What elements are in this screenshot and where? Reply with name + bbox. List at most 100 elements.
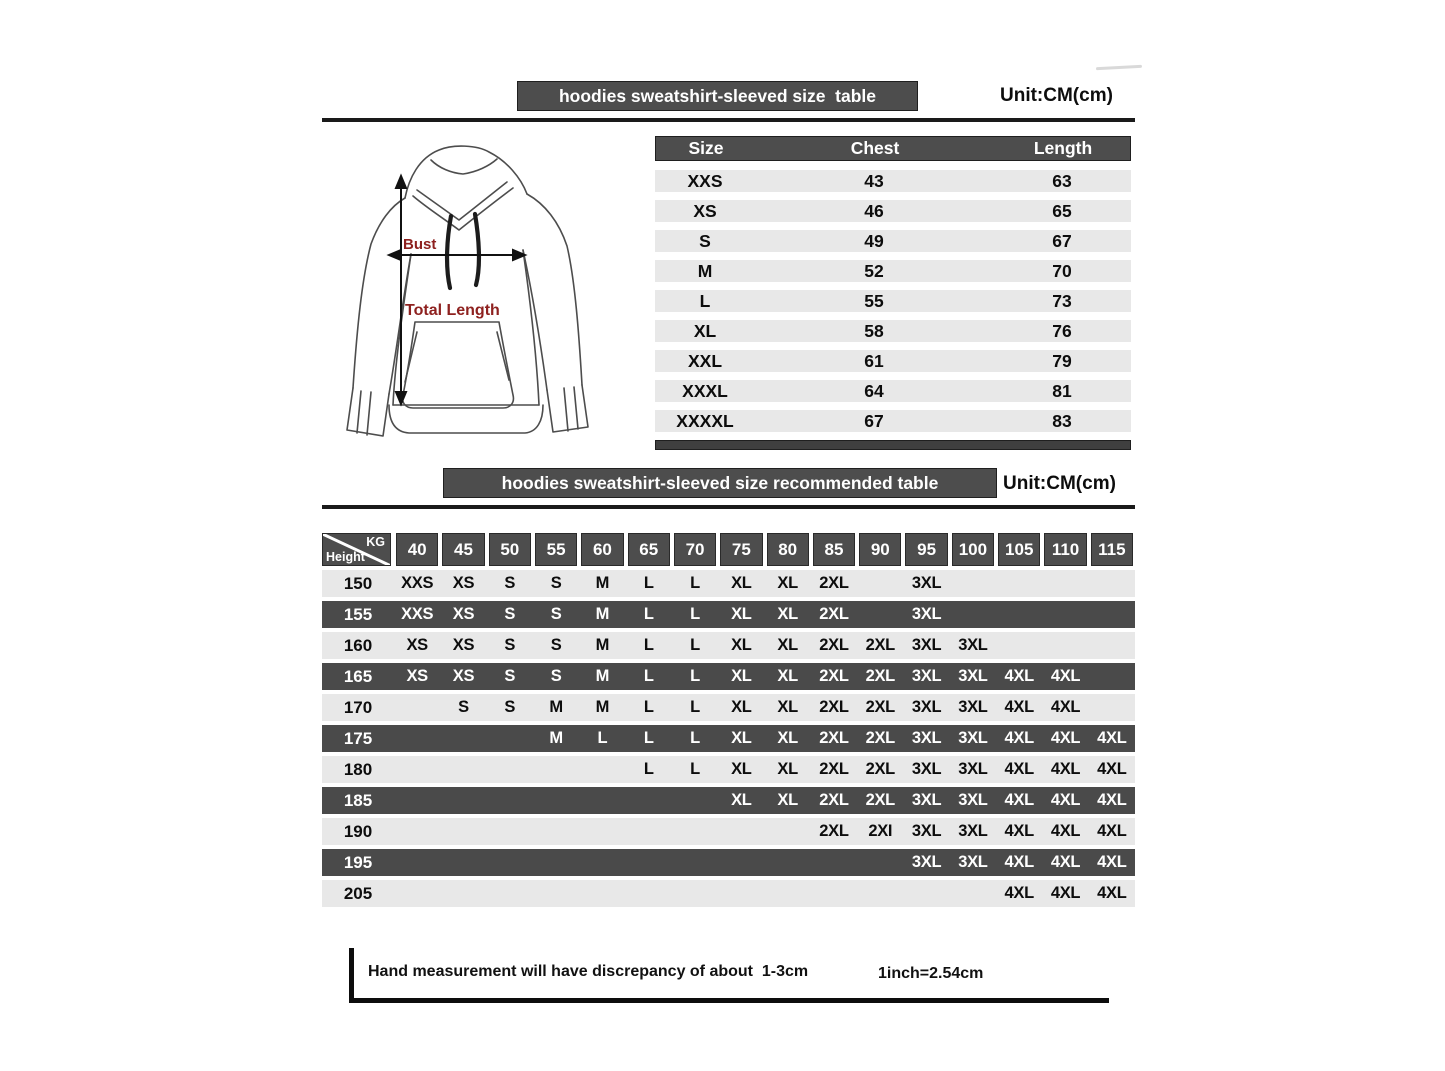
- weight-header-cell: 45: [442, 533, 485, 566]
- chest-cell: 67: [864, 410, 884, 431]
- size-recommendation-cell: L: [690, 698, 700, 716]
- size-recommendation-cell: L: [643, 605, 654, 623]
- hem-band: [388, 404, 544, 434]
- size-table-row: S 49 67: [655, 230, 1131, 252]
- size-recommendation-cell: 3XL: [911, 853, 942, 871]
- size-recommendation-cell: 3XL: [958, 698, 988, 716]
- size-recommendation-cell: 4XL: [1004, 667, 1035, 685]
- chest-column-header: Chest: [850, 138, 900, 158]
- size-table-row: M 52 70: [655, 260, 1131, 282]
- size-recommendation-cell: S: [550, 636, 562, 654]
- recommended-table-row: 170 S S M M L L XL XL 2XL 2XL 3XL 3XL 4XL 4XL: [322, 694, 1135, 721]
- chest-cell: 46: [864, 200, 884, 221]
- size-recommendation-cell: S: [504, 636, 516, 654]
- left-cuff-rib: [356, 390, 372, 436]
- size-recommendation-cell: XL: [731, 760, 752, 778]
- right-torso-seam: [522, 249, 540, 406]
- size-recommendation-cell: 2XL: [819, 605, 849, 623]
- recommended-table-body: 150 XXS XS S S M L L XL XL 2XL 3XL 155 XXS XS S S M L L XL XL…: [322, 570, 1135, 907]
- size-recommendation-cell: L: [643, 574, 654, 592]
- size-recommendation-cell: 4XL: [1004, 884, 1035, 902]
- weight-header-cell: 110: [1044, 533, 1087, 566]
- size-table-row: L 55 73: [655, 290, 1131, 312]
- size-recommendation-cell: 2XL: [865, 698, 896, 716]
- size-recommendation-cell: 4XL: [1050, 760, 1081, 778]
- size-recommendation-cell: 3XL: [958, 822, 988, 840]
- size-recommendation-cell: XL: [731, 574, 752, 592]
- hood-outline: [404, 145, 528, 199]
- size-table-title-bar: hoodies sweatshirt-sleeved size table: [517, 81, 918, 111]
- hoodie-measurement-diagram: Bust Total Length: [346, 145, 589, 437]
- footer-bracket-horizontal: [349, 998, 1109, 1003]
- size-recommendation-cell: 2XL: [865, 791, 896, 809]
- size-recommendation-cell: 4XL: [1050, 791, 1081, 809]
- recommended-table-row: 160 XS XS S S M L L XL XL 2XL 2XL 3XL 3XL: [322, 632, 1135, 659]
- size-recommendation-cell: 3XL: [911, 822, 942, 840]
- height-row-label: 195: [343, 852, 373, 872]
- pocket-hand-opening-lines: [404, 331, 510, 383]
- hood-inner-line: [430, 158, 498, 175]
- chest-cell: 52: [864, 260, 884, 281]
- chest-cell: 43: [864, 170, 884, 191]
- weight-header-cell: 75: [720, 533, 763, 566]
- size-recommendation-cell: 4XL: [1097, 884, 1127, 902]
- size-cell: S: [699, 230, 711, 251]
- size-recommendation-cell: XL: [731, 605, 752, 623]
- size-table: Size Chest Length XXS 43 63 XS 46 65 S 49 67 M 52 7…: [655, 136, 1131, 450]
- size-cell: XL: [693, 320, 717, 341]
- size-table-row: XS 46 65: [655, 200, 1131, 222]
- size-table-row: XXXXL 67 83: [655, 410, 1131, 432]
- size-recommendation-cell: XL: [731, 791, 752, 809]
- size-table-body: XXS 43 63 XS 46 65 S 49 67 M 52 70 L 55 73 XL 58 76 XXL 61 7…: [655, 170, 1131, 432]
- size-recommendation-cell: XS: [452, 574, 475, 592]
- size-recommendation-cell: XXS: [401, 605, 434, 623]
- size-recommendation-cell: 3XL: [911, 667, 942, 685]
- size-recommendation-cell: S: [504, 667, 516, 685]
- size-cell: M: [697, 260, 713, 281]
- size-recommendation-cell: 4XL: [1097, 791, 1127, 809]
- left-sleeve-outline: [352, 197, 406, 389]
- chest-cell: 58: [864, 320, 884, 341]
- size-recommendation-cell: 2XL: [865, 636, 896, 654]
- size-recommendation-cell: L: [690, 729, 700, 747]
- hood-fold-line: [412, 187, 514, 231]
- size-recommendation-cell: 4XL: [1097, 822, 1127, 840]
- chest-cell: 55: [864, 290, 884, 311]
- size-recommendation-cell: M: [595, 667, 610, 685]
- height-row-label: 170: [343, 697, 373, 717]
- size-recommendation-cell: S: [550, 574, 562, 592]
- recommended-table-row: 165 XS XS S S M L L XL XL 2XL 2XL 3XL 3XL 4XL 4XL: [322, 663, 1135, 690]
- size-recommendation-cell: XXS: [401, 574, 434, 592]
- recommended-table-row: 175 M L L L XL XL 2XL 2XL 3XL 3XL 4XL 4XL 4XL: [322, 725, 1135, 752]
- height-corner-label: Height: [326, 550, 365, 564]
- length-cell: 83: [1052, 410, 1072, 431]
- size-table-row: XL 58 76: [655, 320, 1131, 342]
- size-cell: XXL: [687, 350, 723, 371]
- left-drawstring: [444, 213, 454, 291]
- size-recommendation-cell: 2XI: [868, 822, 893, 840]
- size-recommendation-cell: L: [643, 667, 654, 685]
- size-recommendation-cell: XS: [452, 636, 475, 654]
- bust-arrowhead-right: [512, 248, 528, 262]
- chest-cell: 61: [864, 350, 884, 371]
- size-table-end-bar: [655, 440, 1131, 450]
- size-recommendation-cell: XL: [777, 698, 798, 716]
- size-recommendation-cell: L: [690, 760, 700, 778]
- right-cuff-rib: [563, 386, 579, 432]
- size-column-header: Size: [688, 138, 724, 158]
- size-recommendation-cell: XL: [731, 729, 752, 747]
- right-sleeve-outline: [526, 193, 583, 386]
- size-recommendation-cell: L: [643, 636, 654, 654]
- size-recommendation-cell: 4XL: [1097, 853, 1127, 871]
- size-recommendation-cell: L: [690, 605, 700, 623]
- size-recommendation-cell: S: [550, 667, 562, 685]
- size-recommendation-cell: XL: [777, 574, 798, 592]
- size-recommendation-cell: S: [504, 698, 516, 716]
- size-recommendation-cell: XL: [777, 636, 798, 654]
- length-cell: 79: [1052, 350, 1072, 371]
- size-recommendation-cell: L: [690, 574, 700, 592]
- size-table-row: XXL 61 79: [655, 350, 1131, 372]
- size-cell: XXS: [687, 170, 723, 191]
- size-recommendation-cell: 3XL: [911, 698, 942, 716]
- size-recommendation-cell: L: [690, 667, 700, 685]
